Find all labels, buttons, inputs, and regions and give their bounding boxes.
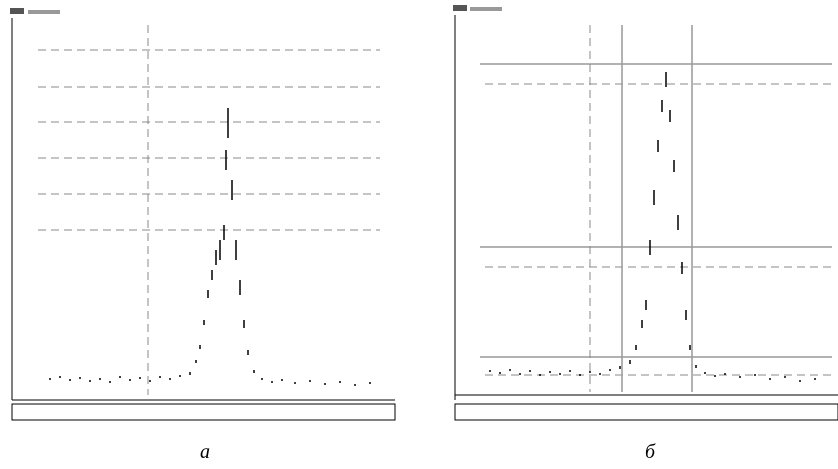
spectrum bbox=[489, 72, 816, 382]
guides bbox=[38, 25, 380, 395]
spectrum bbox=[49, 108, 371, 386]
status-bar bbox=[11, 403, 396, 421]
status-bar bbox=[454, 403, 838, 421]
window-icon bbox=[453, 5, 467, 11]
guides bbox=[480, 25, 832, 392]
window-icon bbox=[10, 8, 24, 14]
window-title bbox=[28, 10, 60, 14]
panel-b: б bbox=[453, 5, 838, 463]
caption: б bbox=[645, 441, 656, 463]
panel-a: а bbox=[10, 8, 396, 463]
caption: а bbox=[200, 441, 210, 463]
window-title bbox=[470, 7, 502, 11]
